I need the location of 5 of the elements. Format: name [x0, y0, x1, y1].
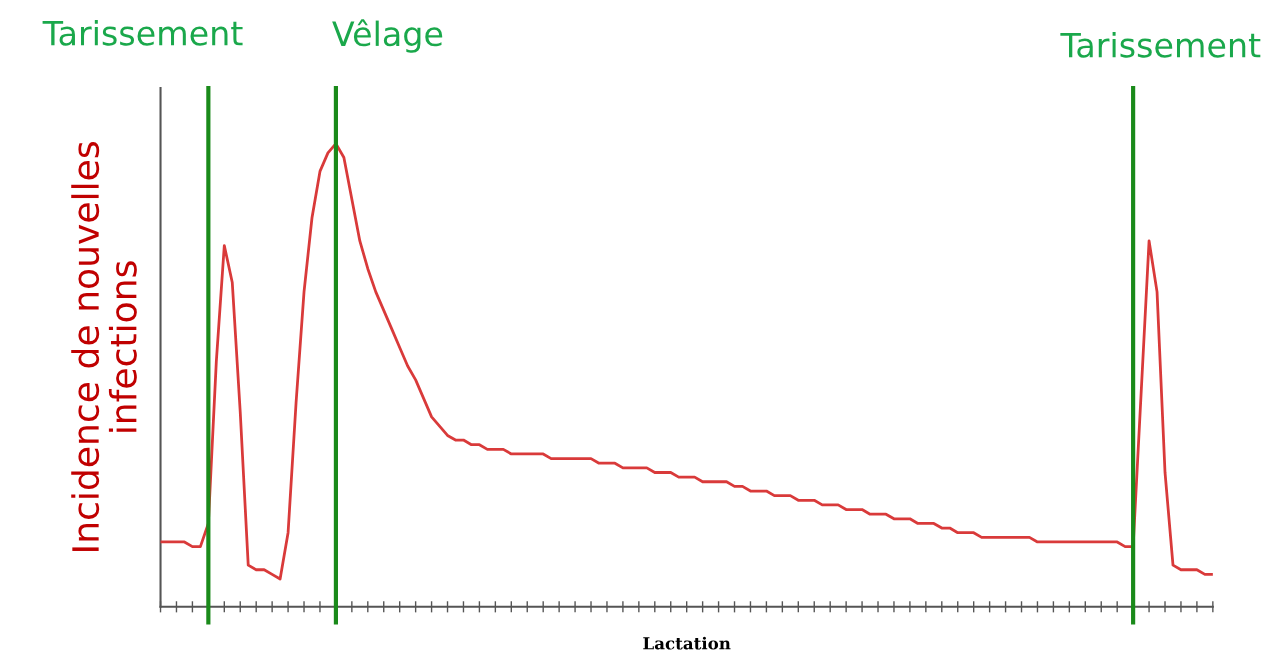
- x-axis-title: Lactation: [643, 636, 731, 650]
- text: Vêlage: [332, 19, 443, 53]
- text: Tarissement: [1060, 31, 1261, 58]
- y-axis-title: Incidence de nouvelles infections: [71, 142, 137, 551]
- text: Tarissement: [42, 19, 243, 46]
